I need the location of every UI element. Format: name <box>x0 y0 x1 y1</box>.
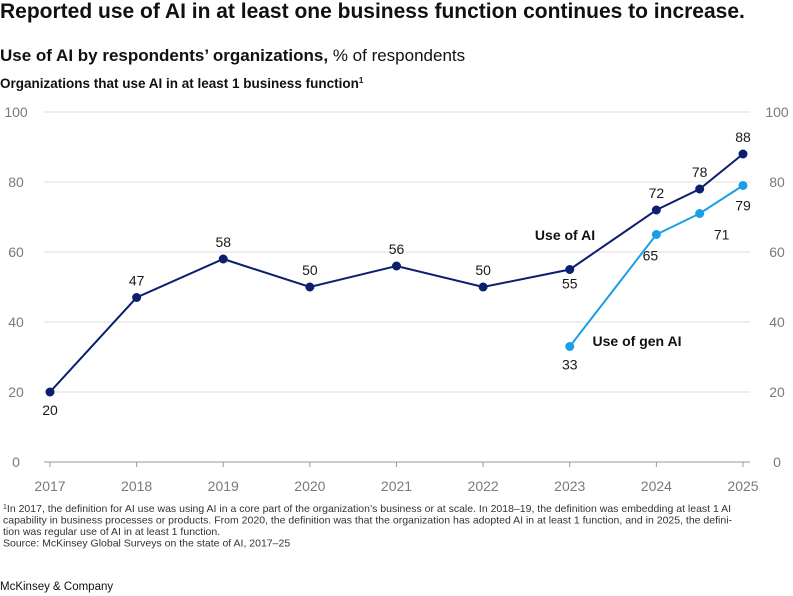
point <box>695 209 705 218</box>
value-label: 20 <box>42 402 58 418</box>
footnote-text: tion was regular use of AI in at least 1… <box>3 526 220 538</box>
y-tick-label-right: 0 <box>773 454 781 470</box>
point <box>218 254 228 264</box>
series-label: Use of AI <box>535 227 595 243</box>
y-tick-label-right: 100 <box>765 104 789 120</box>
point <box>565 342 575 351</box>
subtitle: Use of AI by respondents’ organizations,… <box>0 46 465 65</box>
point <box>478 282 488 292</box>
footnote-marker: 1 <box>3 504 7 511</box>
point <box>738 149 748 159</box>
x-tick-label: 2017 <box>34 478 65 494</box>
footnote-line: 1In 2017, the definition for AI use was … <box>3 503 731 515</box>
value-label: 50 <box>302 262 318 278</box>
y-tick-label-right: 60 <box>769 244 785 260</box>
y-tick-label-right: 40 <box>769 314 785 330</box>
subtitle-unit: % of respondents <box>333 46 465 65</box>
value-label: 58 <box>215 234 231 250</box>
series-line <box>49 153 744 393</box>
value-label: 50 <box>475 262 491 278</box>
x-tick-label: 2024 <box>641 478 672 494</box>
value-label: 65 <box>643 248 659 264</box>
y-tick-label: 40 <box>8 314 24 330</box>
footer: 1In 2017, the definition for AI use was … <box>3 503 733 550</box>
point <box>738 181 748 190</box>
x-tick-label: 2019 <box>208 478 239 494</box>
chart-title: Organizations that use AI in at least 1 … <box>0 76 364 91</box>
y-tick-label-right: 20 <box>769 384 785 400</box>
footnote-line: capability in business processes or prod… <box>3 515 733 527</box>
value-label: 55 <box>562 276 578 292</box>
point <box>565 265 575 274</box>
y-tick-label: 0 <box>12 454 20 470</box>
value-label: 56 <box>389 241 405 257</box>
point <box>651 205 661 215</box>
value-label: 47 <box>129 273 145 289</box>
value-label: 71 <box>714 227 730 243</box>
y-tick-label: 20 <box>8 384 24 400</box>
series-line <box>568 184 744 348</box>
point <box>392 261 401 271</box>
subtitle-main: Use of AI by respondents’ organizations, <box>0 46 328 65</box>
value-label: 78 <box>692 164 708 180</box>
value-label: 88 <box>735 129 751 145</box>
x-tick-label: 2023 <box>554 478 585 494</box>
y-tick-label: 60 <box>8 244 24 260</box>
chart-title-note: 1 <box>359 76 364 85</box>
value-label: 72 <box>649 185 665 201</box>
x-tick-label: 2021 <box>381 478 412 494</box>
value-label: 79 <box>735 198 751 214</box>
footnote-text: capability in business processes or prod… <box>3 515 733 527</box>
y-tick-label: 100 <box>4 104 28 120</box>
y-tick-label: 80 <box>8 174 24 190</box>
x-tick-label: 2022 <box>468 478 499 494</box>
footnote-line: tion was regular use of AI in at least 1… <box>3 526 220 538</box>
point <box>305 282 315 292</box>
point <box>651 230 661 239</box>
source: Source: McKinsey Global Surveys on the s… <box>3 538 290 550</box>
x-tick-label: 2018 <box>121 478 152 494</box>
x-tick-label: 2020 <box>294 478 325 494</box>
footnote-text: In 2017, the definition for AI use was u… <box>7 503 731 515</box>
chart-title-text: Organizations that use AI in at least 1 … <box>0 76 359 91</box>
y-tick-label-right: 80 <box>769 174 785 190</box>
value-label: 33 <box>562 357 578 373</box>
point <box>132 293 142 302</box>
brand: McKinsey & Company <box>0 581 113 593</box>
x-tick-label: 2025 <box>727 478 758 494</box>
point <box>695 184 705 194</box>
point <box>45 387 55 397</box>
series-label: Use of gen AI <box>593 333 682 349</box>
page-title: Reported use of AI in at least one busin… <box>0 0 745 23</box>
